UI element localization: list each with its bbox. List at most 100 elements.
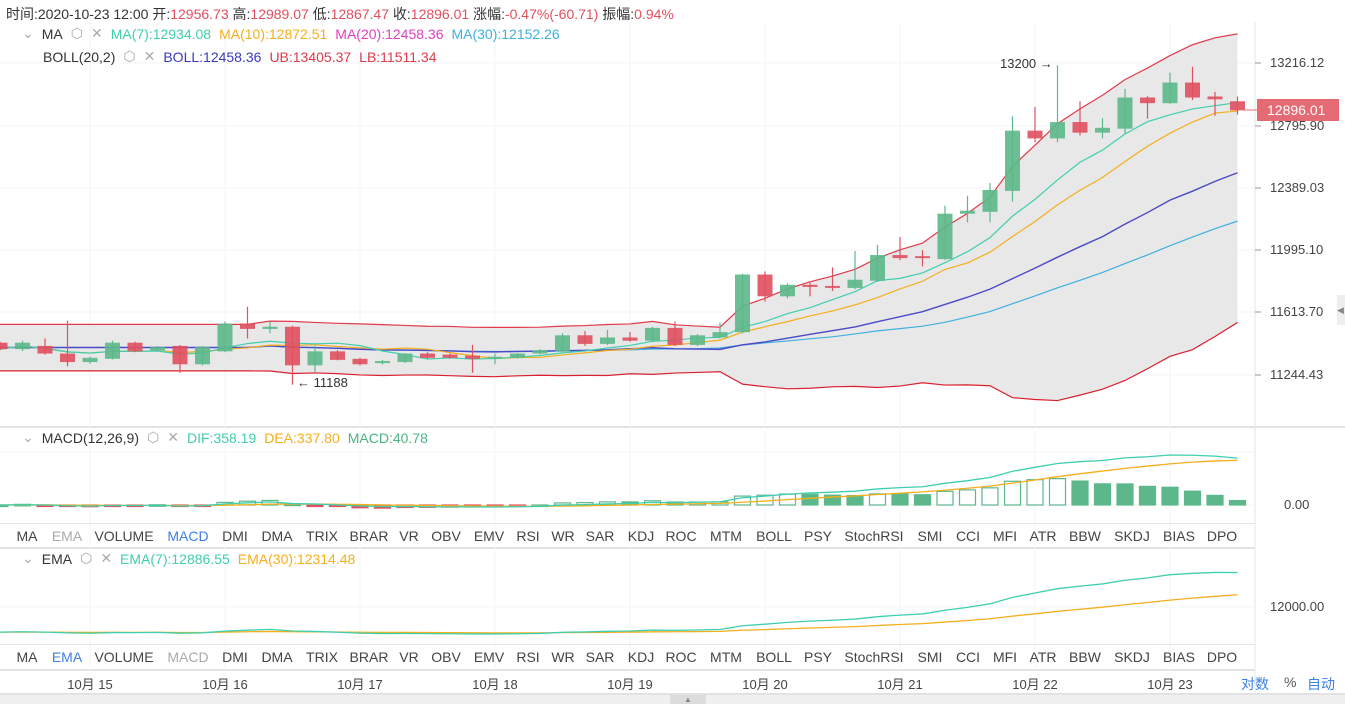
indicator-tab-emv[interactable]: EMV xyxy=(473,528,505,544)
candle-up xyxy=(1095,127,1110,133)
indicator-tab-wr[interactable]: WR xyxy=(551,528,575,544)
indicator-tab-ma[interactable]: MA xyxy=(16,649,38,665)
indicator-tab-stochrsi[interactable]: StochRSI xyxy=(844,649,904,665)
collapse-chevron-icon[interactable]: ⌄ xyxy=(22,550,34,566)
expand-up-icon[interactable]: ▲ xyxy=(670,695,706,704)
indicator-tab-bias[interactable]: BIAS xyxy=(1163,528,1195,544)
indicator-tab-cci[interactable]: CCI xyxy=(955,649,981,665)
indicator-tab-trix[interactable]: TRIX xyxy=(306,649,338,665)
indicator-tab-skdj[interactable]: SKDJ xyxy=(1114,528,1150,544)
candle-up xyxy=(712,332,728,338)
indicator-tab-dma[interactable]: DMA xyxy=(261,649,293,665)
indicator-tab-bbw[interactable]: BBW xyxy=(1069,649,1101,665)
indicator-tab-psy[interactable]: PSY xyxy=(803,528,833,544)
indicator-tab-dmi[interactable]: DMI xyxy=(222,528,248,544)
indicator-tab-volume[interactable]: VOLUME xyxy=(94,649,154,665)
x-tick: 10月 15 xyxy=(67,677,113,692)
indicator-tab-macd[interactable]: MACD xyxy=(167,528,209,544)
indicator-tab-emv[interactable]: EMV xyxy=(473,649,505,665)
indicator-tab-boll[interactable]: BOLL xyxy=(756,528,792,544)
indicator-tab-bias[interactable]: BIAS xyxy=(1163,649,1195,665)
indicator-tab-stochrsi[interactable]: StochRSI xyxy=(844,528,904,544)
ma-legend: ⌄ MA ⬡ ✕ MA(7):12934.08 MA(10):12872.51 … xyxy=(22,25,560,42)
indicator-tab-atr[interactable]: ATR xyxy=(1029,528,1057,544)
change-label: 涨幅: xyxy=(473,6,505,22)
indicator-tab-dmi[interactable]: DMI xyxy=(222,649,248,665)
indicator-tab-psy[interactable]: PSY xyxy=(803,649,833,665)
macd-histogram-bar xyxy=(1161,486,1179,506)
indicator-tab-sar[interactable]: SAR xyxy=(585,649,615,665)
boll-mid-value: BOLL:12458.36 xyxy=(163,48,262,65)
indicator-tab-vr[interactable]: VR xyxy=(399,649,419,665)
settings-gear-icon[interactable]: ⬡ xyxy=(123,48,136,64)
indicator-tab-skdj[interactable]: SKDJ xyxy=(1114,649,1150,665)
indicator-tab-brar[interactable]: BRAR xyxy=(349,649,389,665)
boll-name: BOLL(20,2) xyxy=(43,48,116,65)
indicator-tab-roc[interactable]: ROC xyxy=(665,649,697,665)
time-value: 2020-10-23 12:00 xyxy=(37,6,149,22)
ema7-line xyxy=(0,571,1238,635)
indicator-tab-cci[interactable]: CCI xyxy=(955,528,981,544)
indicator-tab-obv[interactable]: OBV xyxy=(431,649,461,665)
indicator-tab-obv[interactable]: OBV xyxy=(431,528,461,544)
indicator-tab-kdj[interactable]: KDJ xyxy=(627,528,655,544)
indicator-tab-vr[interactable]: VR xyxy=(399,528,419,544)
candle-down xyxy=(0,342,8,350)
candle-down xyxy=(240,323,255,329)
indicator-tab-wr[interactable]: WR xyxy=(551,649,575,665)
auto-scale-button[interactable]: 自动 xyxy=(1307,676,1335,692)
indicator-tab-mtm[interactable]: MTM xyxy=(710,528,742,544)
indicator-tab-mfi[interactable]: MFI xyxy=(992,528,1018,544)
max-value: 13200 xyxy=(1000,56,1037,71)
settings-gear-icon[interactable]: ⬡ xyxy=(147,429,160,445)
macd-histogram-bar xyxy=(981,487,999,506)
close-icon[interactable]: ✕ xyxy=(100,550,113,566)
open-value: 12956.73 xyxy=(170,6,229,22)
collapse-chevron-icon[interactable]: ⌄ xyxy=(22,429,34,445)
indicator-tab-mtm[interactable]: MTM xyxy=(710,649,742,665)
candle-down xyxy=(757,274,773,297)
indicator-tab-mfi[interactable]: MFI xyxy=(992,649,1018,665)
dea-value: DEA:337.80 xyxy=(264,429,340,446)
indicator-tab-rsi[interactable]: RSI xyxy=(516,649,540,665)
candle-up xyxy=(780,284,795,297)
indicator-tab-roc[interactable]: ROC xyxy=(665,528,697,544)
settings-gear-icon[interactable]: ⬡ xyxy=(70,25,83,41)
candle-up xyxy=(735,274,750,333)
indicator-tab-smi[interactable]: SMI xyxy=(917,528,943,544)
x-tick: 10月 17 xyxy=(337,677,383,692)
indicator-tab-rsi[interactable]: RSI xyxy=(516,528,540,544)
indicator-tab-kdj[interactable]: KDJ xyxy=(627,649,655,665)
indicator-tab-boll[interactable]: BOLL xyxy=(756,649,792,665)
indicator-tab-brar[interactable]: BRAR xyxy=(349,528,389,544)
indicator-tab-sar[interactable]: SAR xyxy=(585,528,615,544)
indicator-tab-atr[interactable]: ATR xyxy=(1029,649,1057,665)
indicator-tab-dpo[interactable]: DPO xyxy=(1206,649,1238,665)
x-tick: 10月 21 xyxy=(877,677,923,692)
log-scale-button[interactable]: 对数 xyxy=(1241,676,1269,692)
dif-line xyxy=(0,454,1238,508)
candle-down xyxy=(1207,96,1223,100)
indicator-tab-bbw[interactable]: BBW xyxy=(1069,528,1101,544)
indicator-tab-volume[interactable]: VOLUME xyxy=(94,528,154,544)
indicator-tab-ema[interactable]: EMA xyxy=(51,649,83,665)
indicator-tab-smi[interactable]: SMI xyxy=(917,649,943,665)
percent-scale-button[interactable]: % xyxy=(1284,674,1297,690)
collapse-chevron-icon[interactable]: ⌄ xyxy=(22,25,34,41)
close-icon[interactable]: ✕ xyxy=(167,429,179,445)
x-tick: 10月 16 xyxy=(202,677,248,692)
indicator-tab-ma[interactable]: MA xyxy=(16,528,38,544)
candle-up xyxy=(375,361,390,364)
close-icon[interactable]: ✕ xyxy=(143,48,156,64)
indicator-tab-macd[interactable]: MACD xyxy=(167,649,209,665)
settings-gear-icon[interactable]: ⬡ xyxy=(80,550,93,566)
indicator-tab-trix[interactable]: TRIX xyxy=(306,528,338,544)
collapse-side-icon[interactable]: ◀ xyxy=(1337,295,1345,325)
candle-up xyxy=(397,353,413,363)
indicator-tab-ema[interactable]: EMA xyxy=(51,528,83,544)
indicator-tab-dpo[interactable]: DPO xyxy=(1206,528,1238,544)
close-icon[interactable]: ✕ xyxy=(90,25,103,41)
candle-up xyxy=(487,356,503,359)
indicator-tab-dma[interactable]: DMA xyxy=(261,528,293,544)
